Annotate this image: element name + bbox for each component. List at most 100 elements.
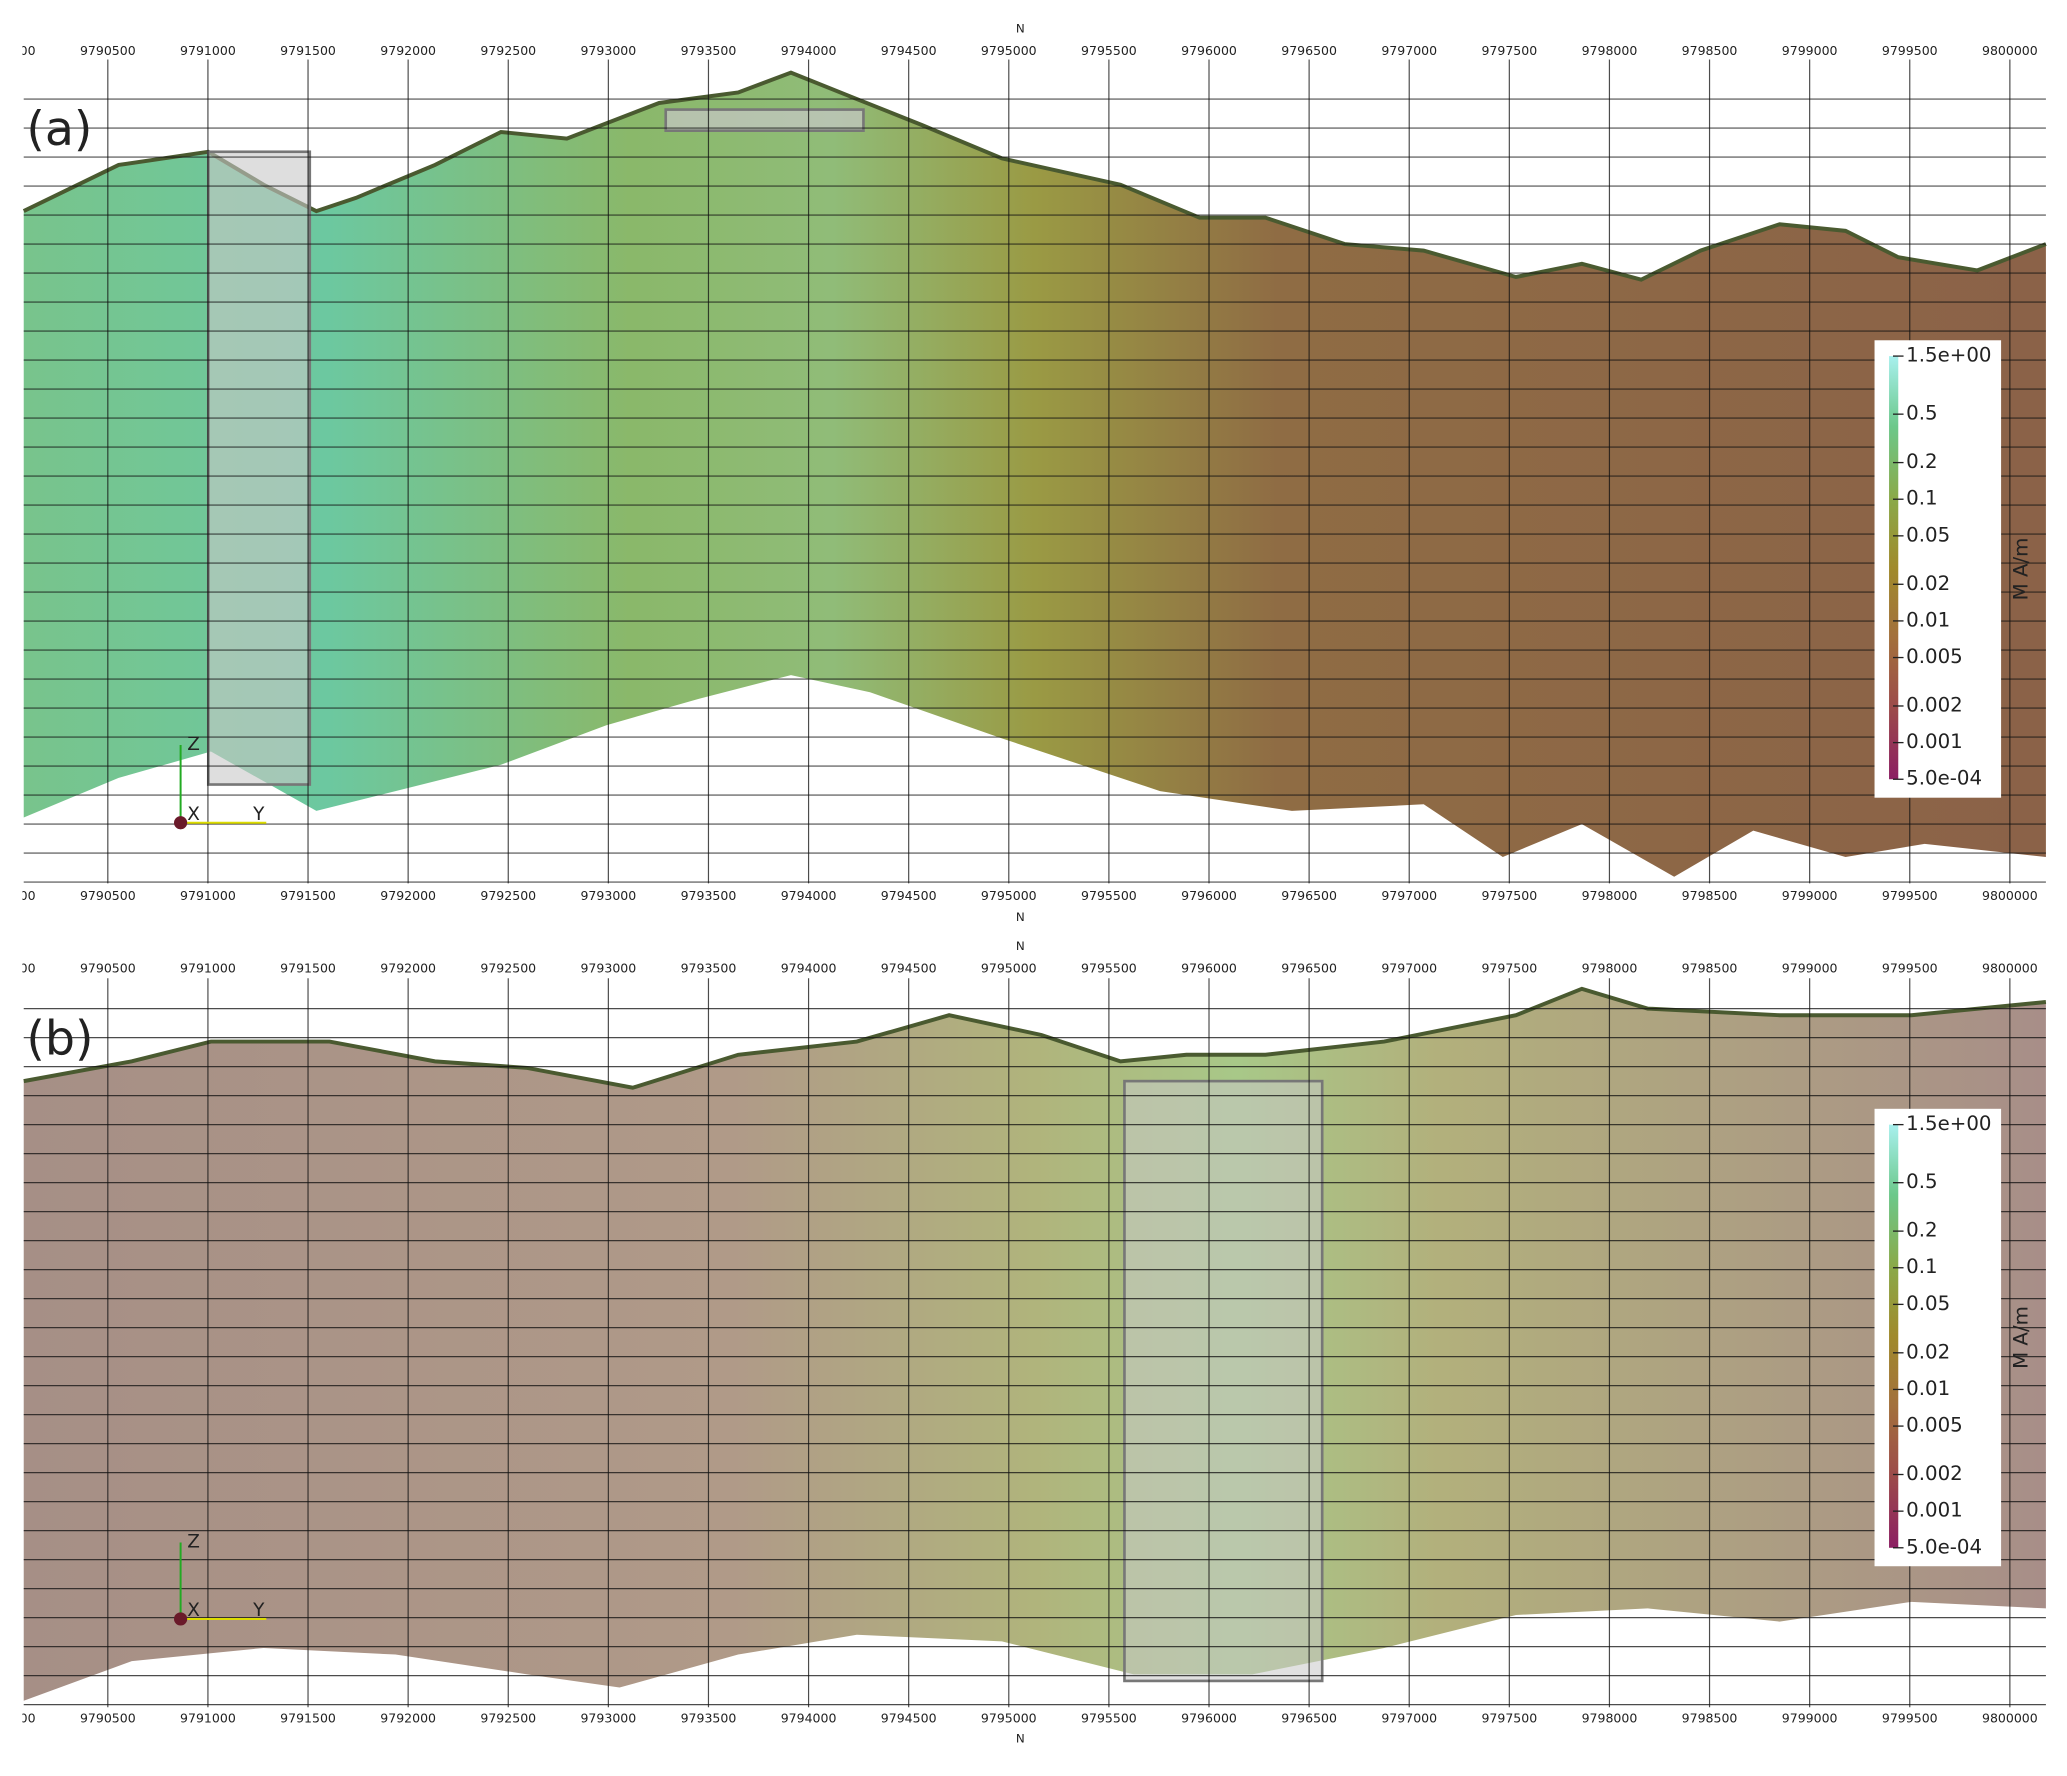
x-tick-label: 9790500	[80, 888, 136, 903]
x-tick-label: 9790000	[0, 961, 36, 976]
colorbar-tick-label: 0.01	[1906, 608, 1950, 631]
axis-x	[174, 1612, 188, 1626]
x-tick-label: 9798000	[1582, 961, 1638, 976]
x-tick-label: 9799000	[1782, 43, 1838, 58]
annotations: 9790000 9790000 9790500 9790500 9791000 97910…	[0, 22, 2046, 1745]
x-tick-label: 9797000	[1381, 1711, 1437, 1726]
x-tick-label: 9791500	[280, 888, 336, 903]
source-prism	[1123, 1079, 1324, 1683]
x-tick-label: 9793500	[681, 961, 737, 976]
x-tick-label: 9792500	[480, 961, 536, 976]
x-tick-label: 9795500	[1081, 888, 1137, 903]
x-tick-label: 9795000	[981, 1711, 1037, 1726]
x-tick-label: 9792500	[480, 1711, 536, 1726]
panel: 9790000 9790000 9790500 9790500 9791000 97910…	[0, 961, 2046, 1726]
x-tick-label: 9793500	[681, 43, 737, 58]
x-axis-label: N	[1016, 22, 1025, 36]
x-tick-label: 9794000	[781, 888, 837, 903]
x-tick-label: 9798000	[1582, 43, 1638, 58]
colorbar-tick-label: 5.0e-04	[1906, 767, 1982, 790]
x-axis-label: N	[1016, 939, 1025, 953]
x-tick-label: 9797000	[1381, 888, 1437, 903]
x-tick-label: 9798000	[1582, 888, 1638, 903]
colorbar-tick-label: 0.005	[1906, 645, 1963, 668]
x-tick-label: 9795000	[981, 961, 1037, 976]
colorbar	[1889, 1124, 1899, 1548]
x-tick-label: 9799000	[1782, 888, 1838, 903]
x-tick-label: 9791000	[180, 43, 236, 58]
x-tick-label: 9800000	[1982, 1711, 2038, 1726]
x-tick-label: 9792000	[380, 1711, 436, 1726]
x-tick-label: 9795500	[1081, 43, 1137, 58]
x-tick-label: 9798500	[1682, 43, 1738, 58]
topography-a	[22, 70, 2047, 282]
x-tick-label: 9800000	[1982, 961, 2038, 976]
source-prism	[206, 150, 312, 786]
sections	[22, 70, 2047, 1701]
x-tick-label: 9795500	[1081, 1711, 1137, 1726]
x-tick-label: 9790500	[80, 43, 136, 58]
x-tick-label: 9799500	[1882, 1711, 1938, 1726]
x-tick-label: 9797500	[1481, 888, 1537, 903]
x-tick-label: 9795500	[1081, 961, 1137, 976]
x-tick-label: 9800000	[1982, 43, 2038, 58]
colorbar-tick-label: 0.1	[1906, 1255, 1937, 1278]
colorbar-tick-label: 1.5e+00	[1906, 344, 1991, 367]
x-tick-label: 9797500	[1481, 961, 1537, 976]
x-tick-label: 9796500	[1281, 43, 1337, 58]
colorbar-tick-label: 0.05	[1906, 523, 1950, 546]
x-tick-label: 9791000	[180, 888, 236, 903]
colorbar-tick-label: 0.5	[1906, 1170, 1937, 1193]
colorbar-tick-label: 0.5	[1906, 402, 1937, 425]
x-tick-label: 9790500	[80, 1711, 136, 1726]
x-tick-label: 9798500	[1682, 961, 1738, 976]
x-tick-label: 9793000	[580, 961, 636, 976]
colorbar	[1889, 356, 1899, 780]
x-axis-label: N	[1016, 1731, 1025, 1745]
x-tick-label: 9793500	[681, 888, 737, 903]
colorbar-tick-label: 5.0e-04	[1906, 1535, 1982, 1558]
x-tick-label: 9800000	[1982, 888, 2038, 903]
colorbar-tick-label: 0.005	[1906, 1414, 1963, 1437]
x-tick-label: 9794000	[781, 1711, 837, 1726]
x-tick-label: 9792000	[380, 43, 436, 58]
panel-label: (b)	[26, 1012, 93, 1067]
x-tick-label: 9799000	[1782, 1711, 1838, 1726]
x-tick-label: 9796000	[1181, 888, 1237, 903]
triad-label: Y	[252, 804, 265, 825]
colorbar-tick-label: 0.001	[1906, 730, 1963, 753]
axis-x	[174, 816, 188, 830]
colorbar-tick-label: 0.001	[1906, 1499, 1963, 1522]
triad-label: X	[187, 1600, 200, 1621]
x-tick-label: 9799500	[1882, 888, 1938, 903]
x-tick-label: 9797500	[1481, 1711, 1537, 1726]
x-tick-label: 9799000	[1782, 961, 1838, 976]
colorbar-tick-label: 0.02	[1906, 572, 1950, 595]
x-tick-label: 9794000	[781, 43, 837, 58]
x-tick-label: 9791000	[180, 961, 236, 976]
x-tick-label: 9794500	[881, 1711, 937, 1726]
x-tick-label: 9797000	[1381, 43, 1437, 58]
x-tick-label: 9792000	[380, 888, 436, 903]
x-tick-label: 9796000	[1181, 1711, 1237, 1726]
x-tick-label: 9791000	[180, 1711, 236, 1726]
x-tick-label: 9799500	[1882, 43, 1938, 58]
section-a	[23, 72, 2046, 877]
x-tick-label: 9793000	[580, 43, 636, 58]
x-tick-label: 9793000	[580, 1711, 636, 1726]
x-tick-label: 9794500	[881, 961, 937, 976]
x-tick-label: 9794500	[881, 888, 937, 903]
triad-label: Z	[187, 1532, 200, 1553]
triad-label: X	[187, 804, 200, 825]
x-tick-label: 9791500	[280, 961, 336, 976]
colorbar-label: M A/m	[2010, 538, 2033, 601]
colorbar-tick-label: 1.5e+00	[1906, 1112, 1991, 1135]
panel: 9790000 9790000 9790500 9790500 9791000 97910…	[22, 43, 2046, 903]
x-tick-label: 9790000	[0, 1711, 36, 1726]
panel-label: (a)	[26, 102, 92, 157]
x-tick-label: 9794000	[781, 961, 837, 976]
colorbar-tick-label: 0.2	[1906, 450, 1937, 473]
x-tick-label: 9797500	[1481, 43, 1537, 58]
